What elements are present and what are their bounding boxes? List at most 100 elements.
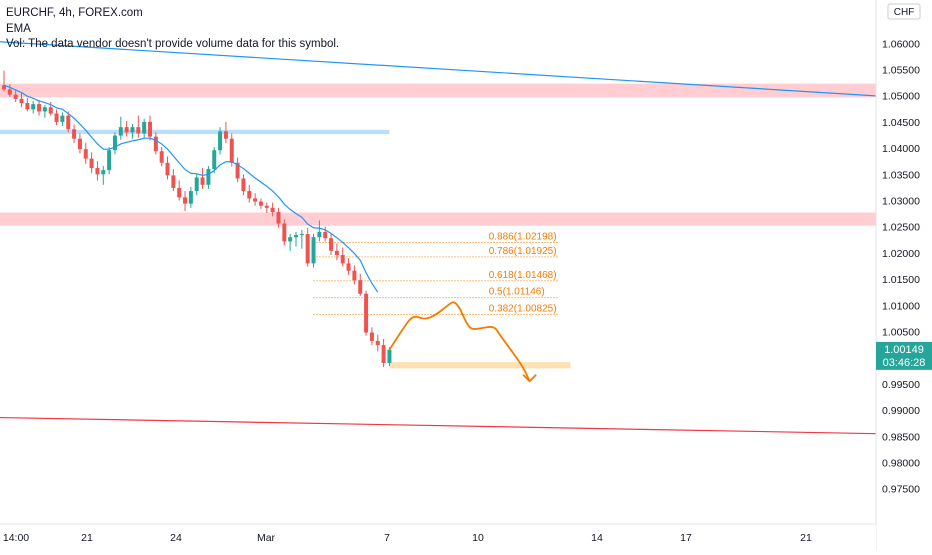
candle (247, 184, 252, 203)
candle (112, 132, 117, 155)
candle (340, 247, 345, 267)
zone-blue-2 (0, 129, 390, 134)
x-tick-label: 21 (800, 532, 812, 544)
x-tick-label: 14 (591, 532, 603, 544)
candle-body (37, 104, 42, 112)
candle (171, 169, 176, 192)
price-badge-price: 1.00149 (884, 344, 924, 356)
candle (258, 198, 263, 209)
y-tick-label: 1.03000 (882, 196, 920, 208)
candle-body (77, 138, 82, 150)
candle-body (95, 168, 100, 175)
candle (153, 132, 158, 155)
y-tick-label: 0.98000 (882, 457, 920, 469)
candle-body (130, 127, 135, 133)
trendline-red (0, 416, 932, 436)
y-tick-label: 1.01500 (882, 274, 920, 286)
candle-body (247, 191, 252, 199)
candle (107, 147, 112, 175)
candle (165, 156, 170, 180)
candle-body (381, 345, 386, 363)
currency-box[interactable] (887, 3, 921, 20)
candle-body (188, 191, 193, 204)
candle-body (165, 162, 170, 176)
candle-body (258, 201, 263, 206)
candle-body (159, 151, 164, 163)
x-tick-label: 24 (170, 532, 182, 544)
candle-body (124, 127, 129, 133)
time-axis[interactable]: 14:00 21 24 Mar 7 10 14 17 21 (0, 523, 876, 550)
trendlines-layer (0, 41, 932, 436)
candle (2, 70, 6, 92)
chart-legend: EURCHF, 4h, FOREX.com EMA Vol: The data … (6, 6, 339, 53)
candle (369, 327, 374, 346)
candle (381, 338, 386, 368)
y-tick-label: 0.98500 (882, 431, 920, 443)
time-axis-background (0, 524, 876, 550)
candle-body (206, 169, 211, 185)
candle-body (352, 270, 357, 281)
price-axis[interactable]: CHF 1.060001.055001.050001.045001.040001… (875, 0, 932, 550)
candle (288, 234, 293, 251)
candle (118, 116, 123, 140)
candle (25, 97, 30, 112)
candle (352, 265, 357, 285)
x-tick-labels: 14:00 21 24 Mar 7 10 14 17 21 (3, 532, 812, 544)
candle (200, 168, 205, 189)
candle (294, 231, 298, 247)
candle (323, 226, 328, 242)
zones-layer (0, 83, 876, 369)
y-tick-label: 1.05500 (882, 65, 920, 77)
candle (72, 124, 77, 143)
candle-body (89, 158, 94, 169)
candle-body (136, 127, 141, 134)
trendline-blue (0, 41, 932, 100)
candle-body (171, 175, 176, 188)
candle-body (282, 223, 287, 242)
candle (358, 273, 363, 296)
y-tick-label: 1.05000 (882, 91, 920, 103)
candle (206, 165, 211, 189)
candle-body (25, 103, 30, 110)
candles-layer (2, 70, 392, 368)
candle-body (329, 238, 334, 251)
candle (346, 258, 351, 275)
candle-body (153, 136, 158, 152)
price-badge-background (876, 341, 932, 370)
candle-body (60, 115, 65, 122)
candle-body (54, 113, 59, 122)
zone-red-1 (0, 212, 876, 226)
candle (375, 334, 380, 352)
candle-body (294, 235, 298, 238)
candle (95, 161, 100, 181)
candle-body (276, 212, 281, 224)
symbol-title[interactable]: EURCHF, 4h, FOREX.com (6, 7, 143, 19)
y-tick-label: 1.04000 (882, 143, 920, 155)
ema-line (3, 84, 379, 293)
fib-label: 0.5(1.01146) (489, 287, 545, 298)
candle-body (48, 107, 53, 114)
candle (188, 186, 193, 208)
x-tick-label: 21 (81, 532, 93, 544)
candle-body (264, 205, 269, 208)
candle-body (253, 198, 258, 202)
candle (31, 100, 36, 114)
fib-label: 0.786(1.01925) (489, 246, 557, 257)
candle (241, 174, 246, 196)
candle-body (13, 94, 18, 99)
y-tick-label: 1.04500 (882, 117, 920, 129)
y-tick-label: 0.99000 (882, 405, 920, 417)
fib-label: 0.382(1.00825) (489, 303, 557, 314)
y-tick-label: 1.02500 (882, 222, 920, 234)
candle-body (375, 340, 380, 346)
candle-body (334, 250, 339, 255)
candle (7, 84, 12, 97)
fib-label: 0.618(1.01468) (489, 270, 557, 281)
candle-body (66, 115, 71, 130)
indicator-label[interactable]: EMA (6, 22, 31, 35)
candle (159, 147, 164, 167)
candle (334, 243, 339, 261)
x-tick-label: 14:00 (3, 532, 29, 544)
